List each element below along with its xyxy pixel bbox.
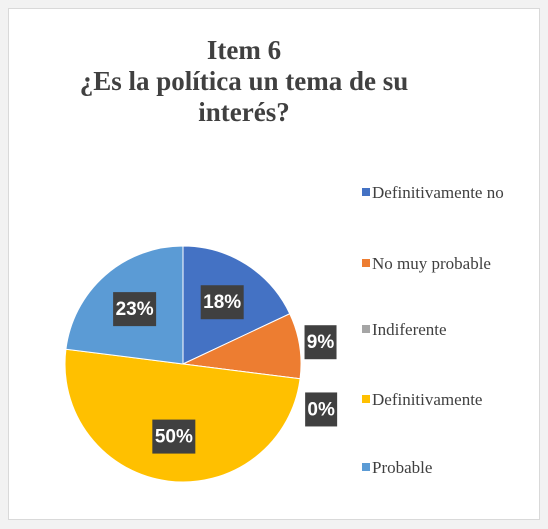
legend-entry: Indiferente bbox=[362, 319, 532, 340]
legend-label: Definitivamente bbox=[372, 390, 483, 409]
chart-title-block: Item 6 ¿Es la política un tema de su int… bbox=[79, 35, 409, 128]
legend-label: Probable bbox=[372, 458, 433, 477]
legend-swatch bbox=[362, 188, 370, 196]
legend-label: No muy probable bbox=[372, 254, 491, 273]
data-label: 50% bbox=[155, 427, 193, 448]
legend-swatch bbox=[362, 325, 370, 333]
data-label-box bbox=[305, 392, 338, 427]
legend-entry: Definitivamente bbox=[362, 389, 532, 410]
data-label-box bbox=[304, 325, 337, 360]
data-label: 23% bbox=[116, 299, 154, 320]
data-label-box bbox=[200, 285, 244, 320]
legend-swatch bbox=[362, 463, 370, 471]
chart-title: Item 6 bbox=[206, 35, 282, 65]
legend-swatch bbox=[362, 395, 370, 403]
legend-label: Definitivamente no bbox=[372, 183, 504, 202]
legend-entry: No muy probable bbox=[362, 253, 532, 274]
pie-slice bbox=[64, 348, 301, 483]
data-label: 18% bbox=[203, 292, 241, 313]
data-label-box bbox=[152, 419, 196, 454]
data-label: 0% bbox=[307, 399, 335, 420]
data-label: 9% bbox=[307, 332, 335, 353]
legend-label: Indiferente bbox=[372, 320, 447, 339]
legend-entry: Definitivamente no bbox=[362, 182, 532, 203]
data-label-box bbox=[113, 292, 157, 327]
legend-swatch bbox=[362, 259, 370, 267]
legend-entry: Probable bbox=[362, 457, 532, 478]
chart-subtitle: ¿Es la política un tema de su interés? bbox=[79, 66, 409, 127]
